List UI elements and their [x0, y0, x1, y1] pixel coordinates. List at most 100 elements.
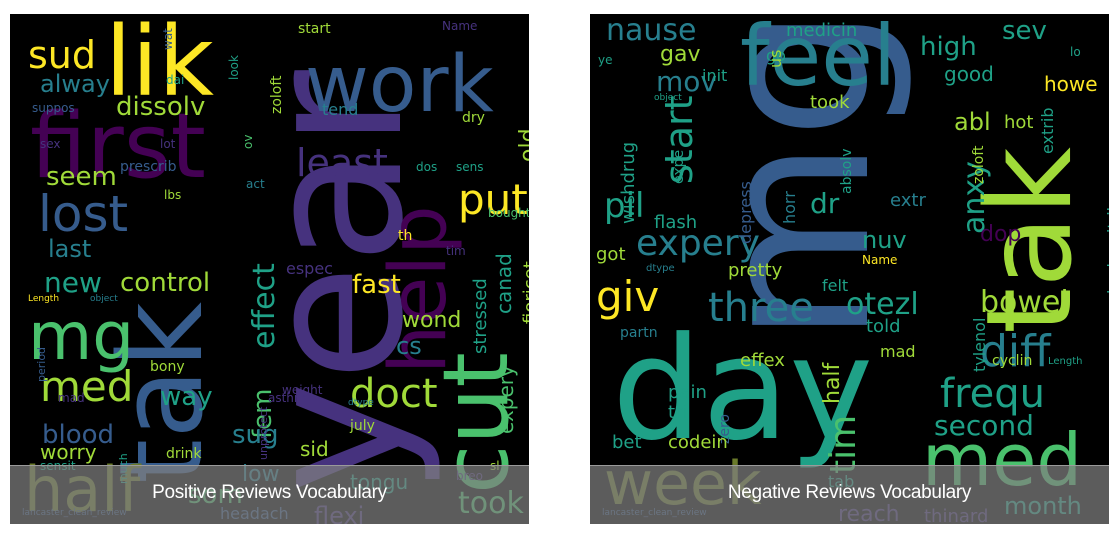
word-sex: sex [40, 137, 61, 151]
word-bought: bought [488, 206, 529, 220]
negative-wordcloud-panel: mgdaytakfeelmedweeknausegavmovstartpilex… [590, 14, 1109, 524]
word-bowel: bowel [980, 285, 1069, 320]
word-med: med [40, 362, 134, 411]
word-dtype: dtype [348, 398, 374, 408]
word-pain: pain [668, 382, 707, 403]
word-go: go [766, 46, 786, 65]
word-ye: ye [598, 53, 613, 67]
word-sev: sev [1002, 16, 1047, 46]
word-mad: mad [58, 391, 85, 405]
word-mov: mov [656, 65, 717, 98]
positive-wordcloud-panel: yeartakworklikfirstcuthelphalfmgmedlosts… [10, 14, 529, 524]
word-tylenol: tylenol [970, 317, 989, 372]
positive-caption: Positive Reviews Vocabulary [152, 482, 387, 503]
word-old: old [516, 128, 529, 162]
word-sid: sid [300, 437, 329, 461]
word-look: look [227, 55, 241, 80]
positive-caption-bar: Positive Reviews Vocabulary [10, 465, 529, 524]
word-zoloft: zoloft [971, 145, 987, 184]
word-control: control [120, 268, 211, 298]
word-codein: codein [668, 432, 728, 453]
word-hot: hot [1004, 112, 1034, 133]
word-lost: lost [38, 185, 129, 243]
word-july: july [350, 418, 375, 434]
word-length: Length [28, 294, 60, 304]
word-got: got [596, 244, 626, 265]
word-took: took [810, 92, 850, 113]
word-expery: expery [636, 223, 760, 264]
word-brakamitrib: brakamitrib [1104, 201, 1109, 294]
word-half: half [820, 362, 845, 404]
word-effect: effect [247, 263, 282, 349]
word-three: three [708, 285, 814, 331]
word-extr: extr [890, 190, 926, 211]
word-lot: lot [160, 137, 176, 151]
word-otezl: otezl [846, 287, 919, 322]
word-feel: feel [740, 14, 897, 105]
word-weight: weight [282, 383, 323, 397]
word-th: th [398, 228, 413, 244]
word-unprotect: unprotect [257, 406, 270, 460]
word-zoloft: zoloft [269, 75, 285, 114]
negative-caption: Negative Reviews Vocabulary [727, 482, 972, 503]
word-least: least [296, 141, 388, 185]
word-first: first [30, 94, 206, 199]
word-tim: tim [446, 244, 466, 258]
word-cs: cs [396, 332, 422, 360]
word-dry: dry [462, 110, 485, 126]
word-object: object [90, 294, 118, 304]
word-prescrib: prescrib [120, 159, 177, 175]
word-day: day [612, 307, 874, 472]
word-gav: gav [660, 42, 701, 67]
word-bony: bony [150, 359, 185, 375]
word-abl: abl [954, 108, 991, 136]
word-name: Name [862, 253, 898, 267]
word-work: work [305, 40, 494, 130]
word-tri: tri [668, 402, 688, 423]
positive-wordcloud: yeartakworklikfirstcuthelphalfmgmedlosts… [10, 14, 529, 524]
word-doct: doct [350, 371, 438, 417]
word-giv: giv [596, 272, 660, 321]
word-stressed: stressed [470, 278, 491, 354]
word-worry: worry [40, 440, 97, 464]
word-frequ: frequ [940, 371, 1045, 417]
word-expe: expe [671, 149, 687, 184]
word-init: init [702, 66, 728, 85]
word-dissolv: dissolv [116, 92, 206, 122]
word-period: period [35, 346, 48, 382]
word-diff: diff [980, 326, 1051, 377]
word-flash: flash [654, 212, 698, 233]
word-wishdrug: wishdrug [618, 141, 639, 224]
word-asthm: asthm [268, 391, 306, 405]
word-suppos: suppos [32, 101, 75, 115]
word-horr: horr [780, 191, 799, 224]
word-sens: sens [456, 160, 484, 174]
word-fioricet: fioricet [520, 261, 529, 324]
word-cyclin: cyclin [992, 353, 1033, 369]
word-length: Length [1048, 356, 1083, 367]
word-absolv: absolv [839, 148, 855, 195]
word-nause: nause [606, 14, 697, 48]
word-expery: expery [494, 365, 518, 434]
word-howe: howe [1044, 72, 1098, 96]
word-lo: lo [1070, 45, 1081, 59]
word-us: us [766, 49, 785, 68]
word-lbs: lbs [164, 188, 182, 202]
word-name: Name [442, 19, 478, 33]
word-canad: canad [492, 253, 516, 314]
word-object: object [654, 93, 682, 103]
word-act: act [246, 177, 265, 191]
word-pretty: pretty [728, 260, 783, 281]
word-wond: wond [402, 308, 462, 333]
word-wat: wat [161, 28, 175, 50]
word-new: new [44, 266, 102, 299]
word-mg: mg [28, 298, 135, 375]
word-extrib: extrib [1038, 107, 1057, 154]
word-dai: dai [166, 73, 185, 87]
word-dos: dos [416, 160, 438, 174]
word-medicin: medicin [786, 20, 858, 41]
word-depress: depress [736, 181, 755, 244]
word-sug: sug [232, 420, 279, 450]
word-last: last [48, 235, 92, 263]
word-high: high [920, 32, 977, 62]
